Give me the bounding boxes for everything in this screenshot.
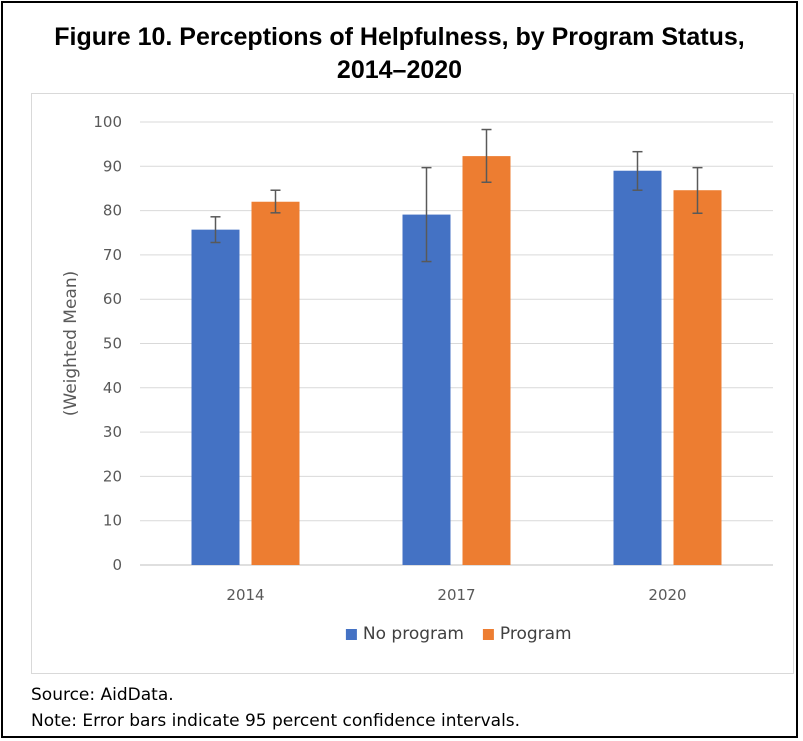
figure-title-line2: 2014–2020 [336, 56, 463, 84]
y-tick-label-60: 60 [103, 290, 122, 308]
x-tick-label-2014: 2014 [226, 586, 264, 604]
y-tick-label-70: 70 [103, 246, 122, 264]
chart-area: 0 10 20 30 40 50 60 70 80 90 100 (Weighted Mean) 201… [31, 93, 794, 674]
bar-program-2017 [462, 156, 511, 565]
y-tick-label-80: 80 [103, 202, 122, 220]
x-tick-label-2017: 2017 [437, 586, 475, 604]
legend-label-no-program: No program [363, 624, 464, 644]
x-tick-label-2020: 2020 [648, 586, 686, 604]
legend-label-program: Program [500, 624, 572, 644]
figure-title-line1: Figure 10. Perceptions of Helpfulness, b… [54, 23, 745, 51]
bar-chart: 0 10 20 30 40 50 60 70 80 90 100 (Weighted Mean) 201… [61, 113, 773, 644]
y-tick-label-30: 30 [103, 423, 122, 441]
bar-program-2014 [251, 201, 300, 565]
legend-swatch-program [482, 629, 494, 640]
y-tick-label-10: 10 [103, 512, 122, 530]
figure-title: Figure 10. Perceptions of Helpfulness, b… [3, 21, 796, 87]
y-tick-label-40: 40 [103, 379, 122, 397]
y-tick-label-50: 50 [103, 335, 122, 353]
bar-no-program-2017 [402, 214, 451, 565]
legend-swatch-no-program [345, 629, 357, 640]
bar-program-2020 [673, 190, 722, 566]
source-note: Source: AidData. [31, 685, 174, 705]
y-tick-label-90: 90 [103, 157, 122, 175]
y-tick-label-100: 100 [93, 113, 122, 131]
bar-no-program-2014 [191, 229, 240, 566]
y-tick-label-20: 20 [103, 467, 122, 485]
y-axis-label: (Weighted Mean) [61, 271, 81, 416]
y-tick-label-0: 0 [112, 556, 122, 574]
error-bar-note: Note: Error bars indicate 95 percent con… [31, 711, 521, 731]
bar-no-program-2020 [613, 170, 662, 565]
figure-notes: Source: AidData. Note: Error bars indica… [31, 682, 520, 734]
